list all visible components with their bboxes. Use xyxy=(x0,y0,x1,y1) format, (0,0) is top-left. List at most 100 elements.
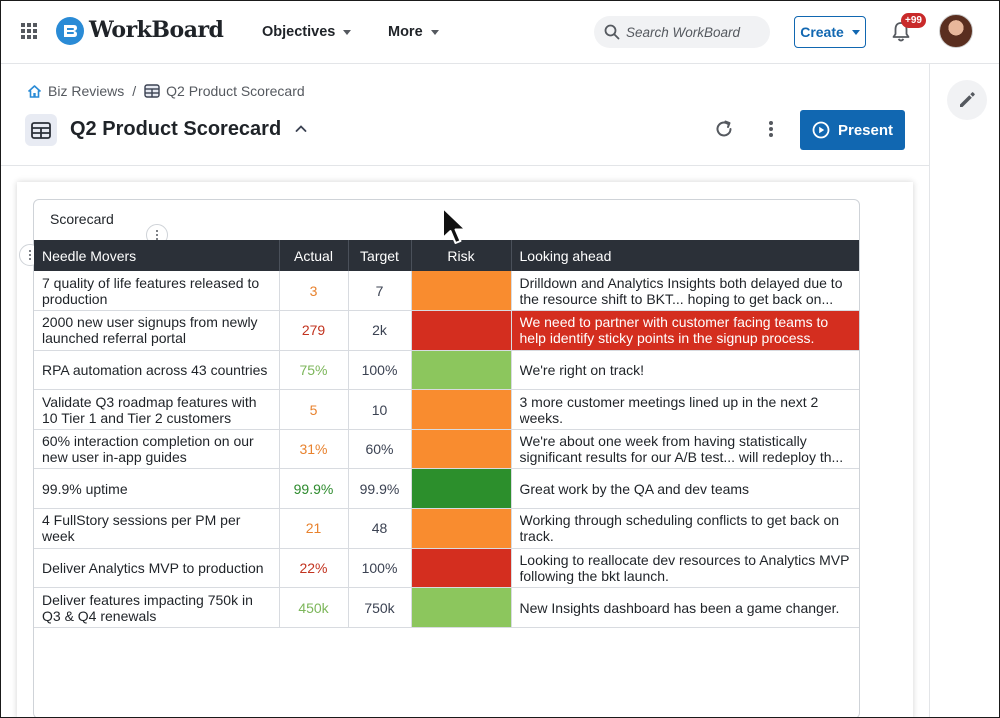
looking-ahead-text: We're right on track! xyxy=(519,361,645,378)
target-value-cell[interactable]: 750k xyxy=(348,587,412,628)
right-rail xyxy=(929,64,999,717)
looking-ahead-cell[interactable]: 3 more customer meetings lined up in the… xyxy=(511,389,859,430)
header-divider xyxy=(1,165,929,166)
target-value-cell[interactable]: 100% xyxy=(348,548,412,589)
refresh-icon[interactable] xyxy=(713,118,735,140)
target-value-cell[interactable]: 60% xyxy=(348,429,412,470)
target-value-cell[interactable]: 99.9% xyxy=(348,468,412,510)
looking-ahead-cell[interactable]: Drilldown and Analytics Insights both de… xyxy=(511,271,859,312)
risk-status-cell[interactable] xyxy=(411,548,512,589)
risk-status-cell[interactable] xyxy=(411,468,512,510)
looking-ahead-text: Drilldown and Analytics Insights both de… xyxy=(519,274,843,307)
search-icon xyxy=(604,24,620,40)
needle-mover-cell[interactable]: 2000 new user signups from newly launche… xyxy=(34,310,280,351)
looking-ahead-text: 3 more customer meetings lined up in the… xyxy=(519,393,819,426)
target-value-cell[interactable]: 10 xyxy=(348,389,412,430)
column-header-looking-ahead[interactable]: Looking ahead xyxy=(511,240,859,271)
nav-objectives[interactable]: Objectives xyxy=(262,24,352,40)
target-value-cell[interactable]: 48 xyxy=(348,508,412,549)
breadcrumb: Biz Reviews / Q2 Product Scorecard xyxy=(27,83,305,99)
create-button[interactable]: Create xyxy=(794,16,866,48)
risk-status-cell[interactable] xyxy=(411,389,512,430)
table-row[interactable]: Deliver Analytics MVP to production 22% 10… xyxy=(34,548,859,589)
actual-value-cell[interactable]: 450k xyxy=(279,587,349,628)
needle-mover-cell[interactable]: 4 FullStory sessions per PM per week xyxy=(34,508,280,549)
needle-mover-text: 99.9% uptime xyxy=(42,480,128,497)
needle-mover-text: Validate Q3 roadmap features with 10 Tie… xyxy=(42,393,257,426)
table-row[interactable]: RPA automation across 43 countries 75% 100… xyxy=(34,350,859,391)
page-title: Q2 Product Scorecard xyxy=(70,118,282,140)
table-row[interactable]: 7 quality of life features released to p… xyxy=(34,271,859,312)
needle-mover-cell[interactable]: Deliver Analytics MVP to production xyxy=(34,548,280,589)
nav-more-label: More xyxy=(388,24,423,40)
search-input[interactable] xyxy=(626,24,766,40)
breadcrumb-current[interactable]: Q2 Product Scorecard xyxy=(144,83,305,99)
edit-button[interactable] xyxy=(947,80,987,120)
looking-ahead-cell[interactable]: Working through scheduling conflicts to … xyxy=(511,508,859,549)
needle-mover-cell[interactable]: Validate Q3 roadmap features with 10 Tie… xyxy=(34,389,280,430)
app-name[interactable]: WorkBoard xyxy=(89,17,224,43)
needle-mover-text: RPA automation across 43 countries xyxy=(42,361,268,378)
search-box[interactable] xyxy=(594,16,770,48)
column-header-actual[interactable]: Actual xyxy=(279,240,349,271)
needle-mover-cell[interactable]: 60% interaction completion on our new us… xyxy=(34,429,280,470)
actual-value-cell[interactable]: 21 xyxy=(279,508,349,549)
present-button[interactable]: Present xyxy=(800,110,905,150)
risk-status-cell[interactable] xyxy=(411,429,512,470)
target-value-cell[interactable]: 100% xyxy=(348,350,412,391)
notification-badge[interactable]: +99 xyxy=(901,13,926,28)
looking-ahead-cell[interactable]: New Insights dashboard has been a game c… xyxy=(511,587,859,628)
looking-ahead-text: Great work by the QA and dev teams xyxy=(519,480,750,497)
target-value-cell[interactable]: 7 xyxy=(348,271,412,312)
actual-value-cell[interactable]: 75% xyxy=(279,350,349,391)
actual-value-cell[interactable]: 22% xyxy=(279,548,349,589)
looking-ahead-cell[interactable]: Looking to reallocate dev resources to A… xyxy=(511,548,859,589)
looking-ahead-cell[interactable]: We're right on track! xyxy=(511,350,859,391)
user-avatar[interactable] xyxy=(939,14,973,48)
risk-status-cell[interactable] xyxy=(411,350,512,391)
target-value-cell[interactable]: 2k xyxy=(348,310,412,351)
breadcrumb-biz-reviews[interactable]: Biz Reviews xyxy=(27,83,124,99)
needle-mover-cell[interactable]: 7 quality of life features released to p… xyxy=(34,271,280,312)
table-row[interactable]: Deliver features impacting 750k in Q3 & … xyxy=(34,587,859,628)
actual-value-cell[interactable]: 279 xyxy=(279,310,349,351)
breadcrumb-current-label: Q2 Product Scorecard xyxy=(166,83,305,99)
risk-status-cell[interactable] xyxy=(411,271,512,312)
looking-ahead-cell[interactable]: We're about one week from having statist… xyxy=(511,429,859,470)
risk-status-cell[interactable] xyxy=(411,587,512,628)
risk-status-cell[interactable] xyxy=(411,310,512,351)
table-row[interactable]: 99.9% uptime 99.9% 99.9% Great work by the … xyxy=(34,468,859,510)
workboard-logo-icon[interactable] xyxy=(56,17,84,45)
needle-mover-text: 2000 new user signups from newly launche… xyxy=(42,314,258,347)
chevron-up-icon[interactable] xyxy=(293,121,309,137)
actual-value-cell[interactable]: 5 xyxy=(279,389,349,430)
table-header-row: Needle Movers Actual Target Risk Looking… xyxy=(34,240,859,271)
column-header-target[interactable]: Target xyxy=(348,240,412,271)
chevron-down-icon xyxy=(851,29,860,35)
needle-mover-cell[interactable]: 99.9% uptime xyxy=(34,468,280,510)
more-options-icon[interactable] xyxy=(763,118,779,140)
nav-more[interactable]: More xyxy=(388,24,439,40)
actual-value-cell[interactable]: 31% xyxy=(279,429,349,470)
chevron-down-icon xyxy=(430,29,439,35)
present-button-label: Present xyxy=(837,121,894,139)
table-row[interactable]: 2000 new user signups from newly launche… xyxy=(34,310,859,351)
scorecard-table: Needle Movers Actual Target Risk Looking… xyxy=(34,240,859,628)
needle-mover-text: 4 FullStory sessions per PM per week xyxy=(42,512,241,545)
looking-ahead-cell[interactable]: We need to partner with customer facing … xyxy=(511,310,859,351)
widget-title: Scorecard xyxy=(50,211,114,227)
table-row[interactable]: Validate Q3 roadmap features with 10 Tie… xyxy=(34,389,859,430)
table-row[interactable]: 60% interaction completion on our new us… xyxy=(34,429,859,470)
needle-mover-cell[interactable]: RPA automation across 43 countries xyxy=(34,350,280,391)
column-header-risk[interactable]: Risk xyxy=(411,240,512,271)
actual-value-cell[interactable]: 3 xyxy=(279,271,349,312)
app-launcher-icon[interactable] xyxy=(21,23,37,39)
table-row[interactable]: 4 FullStory sessions per PM per week 21 48… xyxy=(34,508,859,549)
column-header-needle-movers[interactable]: Needle Movers xyxy=(34,240,280,271)
table-body: 7 quality of life features released to p… xyxy=(34,271,859,628)
looking-ahead-cell[interactable]: Great work by the QA and dev teams xyxy=(511,468,859,510)
risk-status-cell[interactable] xyxy=(411,508,512,549)
top-navigation-bar: WorkBoard Objectives More Create +99 xyxy=(1,1,999,64)
needle-mover-cell[interactable]: Deliver features impacting 750k in Q3 & … xyxy=(34,587,280,628)
actual-value-cell[interactable]: 99.9% xyxy=(279,468,349,510)
